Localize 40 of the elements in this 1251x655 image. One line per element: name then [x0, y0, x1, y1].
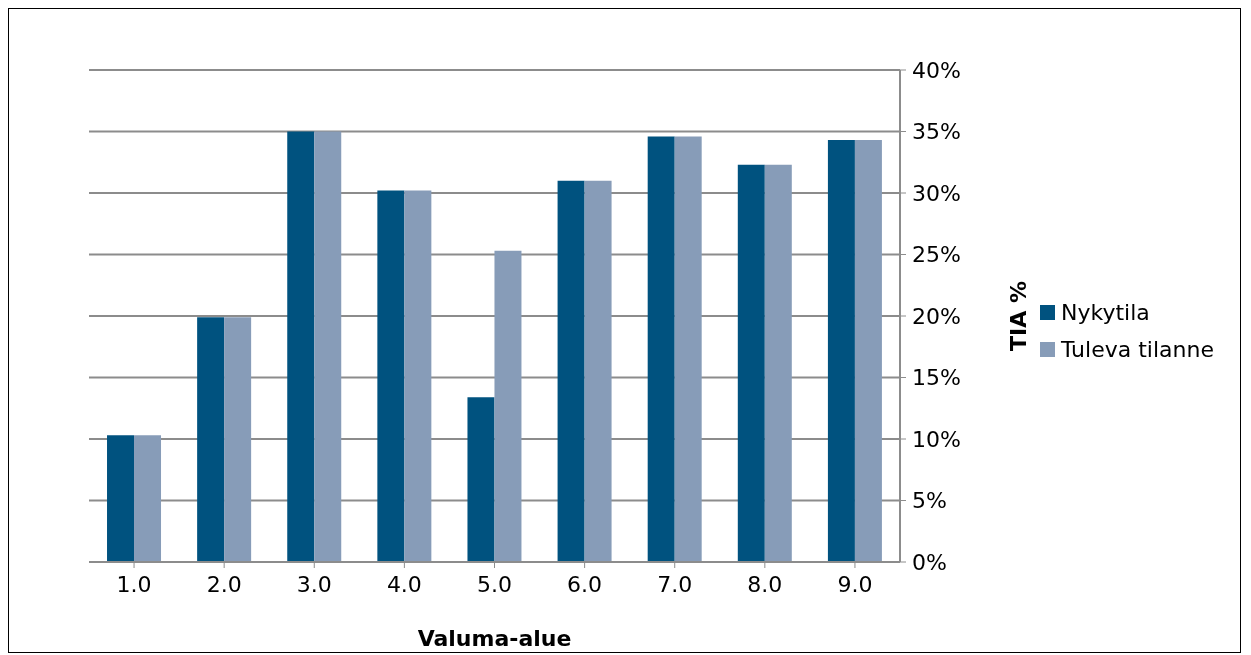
x-tick-label: 8.0 — [747, 571, 783, 597]
bar — [584, 180, 612, 562]
x-tick-label: 5.0 — [477, 571, 512, 597]
x-tick-label: 2.0 — [206, 571, 242, 597]
y-tick-label: 40% — [912, 57, 961, 83]
bar — [764, 164, 792, 562]
x-axis-title: Valuma-alue — [417, 626, 572, 651]
y-tick-label: 35% — [912, 119, 961, 145]
bar — [647, 136, 675, 562]
y-axis-title: TIA % — [1005, 281, 1031, 351]
bar — [224, 317, 252, 562]
y-tick-label: 20% — [912, 303, 961, 329]
legend-label: Nykytila — [1061, 299, 1150, 325]
bar — [737, 164, 765, 562]
bar — [854, 140, 882, 562]
x-tick-label: 3.0 — [296, 571, 332, 597]
y-tick-label: 5% — [912, 488, 947, 514]
bar — [377, 190, 405, 562]
y-tick-label: 30% — [912, 180, 961, 206]
legend-label: Tuleva tilanne — [1061, 336, 1214, 362]
bar — [287, 131, 315, 562]
bar — [827, 140, 855, 562]
y-tick-label: 0% — [912, 549, 947, 575]
bar — [107, 435, 135, 562]
x-tick-label: 6.0 — [567, 571, 603, 597]
bar — [134, 435, 162, 562]
y-tick-label: 25% — [912, 242, 961, 268]
bar — [197, 317, 225, 562]
bar — [674, 136, 702, 562]
bar — [404, 190, 432, 562]
x-tick-label: 9.0 — [837, 571, 873, 597]
x-tick-label: 1.0 — [116, 571, 152, 597]
bar — [314, 131, 342, 562]
bar — [557, 180, 585, 562]
bar — [467, 397, 495, 562]
x-tick-label: 7.0 — [657, 571, 693, 597]
x-tick-label: 4.0 — [386, 571, 422, 597]
y-tick-label: 15% — [912, 365, 961, 391]
bar — [494, 250, 522, 562]
y-tick-label: 10% — [912, 426, 961, 452]
